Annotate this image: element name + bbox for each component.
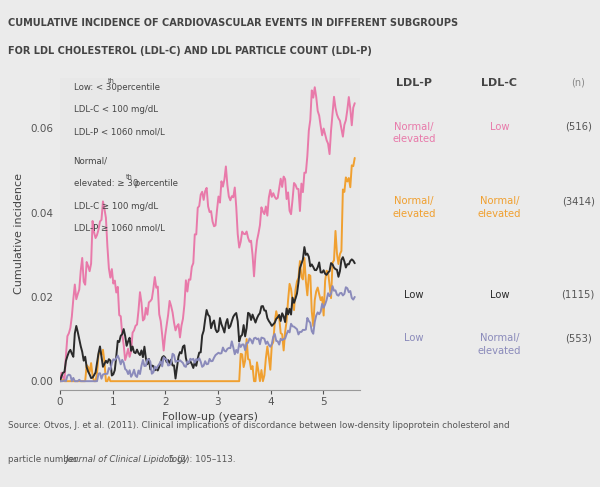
Text: Normal/
elevated: Normal/ elevated <box>392 122 436 144</box>
Text: LDL-C: LDL-C <box>482 78 517 88</box>
Text: LDL-P: LDL-P <box>396 78 432 88</box>
Text: Normal/
elevated: Normal/ elevated <box>478 196 521 219</box>
Text: Low: Low <box>404 290 424 300</box>
Text: elevated: ≥ 30: elevated: ≥ 30 <box>74 179 138 188</box>
Text: LDL-C < 100 mg/dL: LDL-C < 100 mg/dL <box>74 105 157 114</box>
Text: CUMULATIVE INCIDENCE OF CARDIOVASCULAR EVENTS IN DIFFERENT SUBGROUPS: CUMULATIVE INCIDENCE OF CARDIOVASCULAR E… <box>8 19 458 28</box>
Text: (516): (516) <box>565 122 592 131</box>
Text: LDL-C ≥ 100 mg/dL: LDL-C ≥ 100 mg/dL <box>74 202 158 210</box>
Text: th: th <box>126 174 133 180</box>
Text: particle number.: particle number. <box>8 455 82 464</box>
Text: percentile: percentile <box>132 179 178 188</box>
Text: (553): (553) <box>565 334 592 343</box>
Text: Source: Otvos, J. et al. (2011). Clinical implications of discordance between lo: Source: Otvos, J. et al. (2011). Clinica… <box>8 421 509 430</box>
Text: Normal/
elevated: Normal/ elevated <box>392 196 436 219</box>
Text: (1115): (1115) <box>562 290 595 300</box>
Y-axis label: Cumulative incidence: Cumulative incidence <box>14 173 25 294</box>
Text: th: th <box>108 78 115 84</box>
Text: FOR LDL CHOLESTEROL (LDL-C) AND LDL PARTICLE COUNT (LDL-P): FOR LDL CHOLESTEROL (LDL-C) AND LDL PART… <box>8 46 371 56</box>
Text: Low: Low <box>490 122 509 131</box>
X-axis label: Follow-up (years): Follow-up (years) <box>162 412 258 422</box>
Text: 5 (2): 105–113.: 5 (2): 105–113. <box>166 455 236 464</box>
Text: percentile: percentile <box>114 83 160 92</box>
Text: (3414): (3414) <box>562 196 595 206</box>
Text: Low: < 30: Low: < 30 <box>74 83 116 92</box>
Text: Journal of Clinical Lipidology: Journal of Clinical Lipidology <box>65 455 188 464</box>
Text: Normal/: Normal/ <box>74 157 107 166</box>
Text: LDL-P < 1060 nmol/L: LDL-P < 1060 nmol/L <box>74 128 164 136</box>
Text: Low: Low <box>404 334 424 343</box>
Text: Normal/
elevated: Normal/ elevated <box>478 334 521 356</box>
Text: (n): (n) <box>571 78 585 88</box>
Text: Low: Low <box>490 290 509 300</box>
Text: LDL-P ≥ 1060 nmol/L: LDL-P ≥ 1060 nmol/L <box>74 224 164 233</box>
